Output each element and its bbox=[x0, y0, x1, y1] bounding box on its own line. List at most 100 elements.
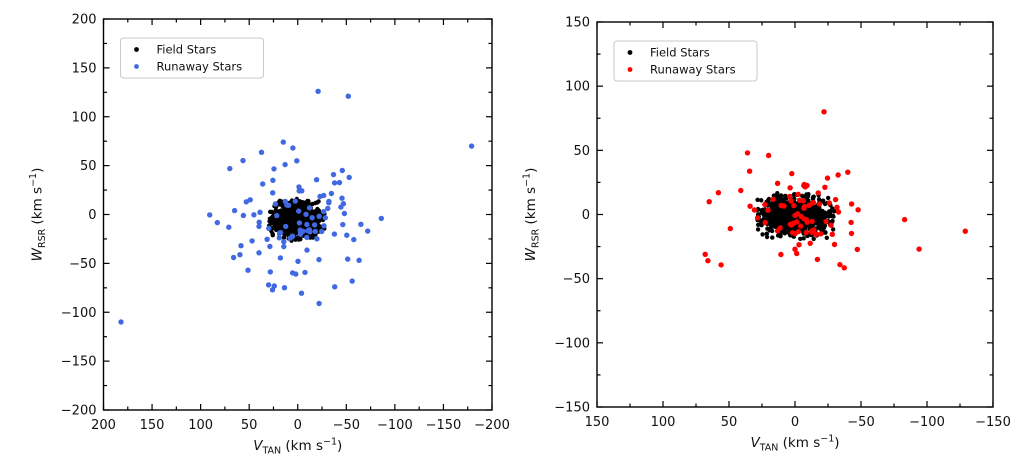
data-point bbox=[783, 221, 788, 227]
data-point bbox=[831, 227, 836, 232]
data-point bbox=[277, 255, 284, 261]
data-point bbox=[848, 230, 855, 237]
data-point bbox=[759, 208, 764, 213]
data-point bbox=[759, 198, 764, 203]
legend: Field Stars Runaway Stars bbox=[613, 40, 758, 82]
data-point bbox=[787, 185, 793, 191]
data-point bbox=[296, 184, 302, 190]
data-point bbox=[820, 223, 825, 229]
data-point bbox=[304, 221, 310, 228]
data-point bbox=[826, 195, 831, 201]
data-point bbox=[855, 207, 861, 213]
data-point bbox=[256, 223, 262, 230]
data-point bbox=[286, 218, 291, 223]
data-point bbox=[301, 200, 306, 205]
data-point bbox=[256, 250, 262, 256]
data-point bbox=[802, 225, 807, 231]
data-point bbox=[805, 194, 811, 199]
data-point bbox=[238, 243, 244, 249]
data-point bbox=[783, 195, 789, 200]
legend-box bbox=[120, 37, 264, 79]
data-point bbox=[321, 223, 327, 229]
data-point bbox=[755, 227, 761, 232]
data-point bbox=[815, 190, 821, 196]
data-point bbox=[824, 235, 829, 240]
x-tick-label: −200 bbox=[474, 418, 510, 433]
left-scatter-svg: 200 150 100 50 0 −50 −100 −150 −200200150100500−… bbox=[28, 13, 510, 455]
data-point bbox=[297, 202, 303, 207]
data-point bbox=[812, 210, 817, 215]
data-point bbox=[765, 226, 770, 231]
data-point bbox=[770, 206, 775, 211]
data-point bbox=[276, 235, 282, 241]
data-point bbox=[320, 208, 327, 215]
x-tick-label: 200 bbox=[91, 418, 116, 433]
plot-frame bbox=[596, 21, 994, 408]
data-point bbox=[766, 196, 772, 202]
data-point bbox=[788, 222, 794, 228]
data-point bbox=[265, 282, 272, 288]
data-point bbox=[774, 228, 781, 234]
legend-marker bbox=[627, 50, 633, 55]
data-point bbox=[340, 221, 346, 228]
y-tick-label: 100 bbox=[72, 110, 97, 125]
data-point bbox=[207, 212, 213, 218]
legend-box bbox=[613, 40, 758, 82]
data-point bbox=[770, 196, 776, 202]
x-tick-label: −100 bbox=[909, 415, 945, 430]
data-point bbox=[339, 167, 345, 174]
data-point bbox=[759, 223, 764, 228]
data-point bbox=[336, 179, 343, 186]
data-point bbox=[770, 235, 775, 240]
data-point bbox=[346, 174, 352, 181]
legend-marker bbox=[134, 47, 139, 52]
right-panel: 150 100 50 0 −50 −100 −150 150 100 50 0 −50 −100 −150… bbox=[512, 0, 1024, 455]
data-point bbox=[828, 222, 834, 228]
data-point bbox=[775, 191, 780, 196]
data-point bbox=[272, 201, 279, 207]
y-tick-label: −200 bbox=[61, 404, 97, 419]
y-tick-label: 150 bbox=[565, 16, 590, 31]
data-point bbox=[782, 209, 787, 215]
data-point bbox=[306, 198, 311, 204]
x-tick-label: 100 bbox=[188, 418, 213, 433]
data-point bbox=[780, 198, 785, 203]
data-point bbox=[249, 238, 255, 244]
data-point bbox=[762, 219, 768, 226]
data-point bbox=[765, 207, 771, 213]
y-tick-label: −150 bbox=[554, 401, 590, 416]
data-point bbox=[788, 198, 794, 204]
data-point bbox=[770, 217, 775, 222]
data-point bbox=[269, 221, 274, 226]
data-point bbox=[316, 300, 322, 307]
data-point bbox=[278, 208, 284, 213]
data-point bbox=[296, 208, 302, 214]
x-tick-label: −50 bbox=[333, 418, 360, 433]
data-point bbox=[832, 209, 837, 214]
data-point bbox=[816, 197, 822, 202]
data-point bbox=[727, 225, 733, 232]
data-point bbox=[214, 219, 220, 226]
data-point bbox=[705, 258, 711, 264]
data-point bbox=[330, 171, 337, 178]
y-tick-label: 150 bbox=[72, 61, 97, 76]
data-point bbox=[281, 239, 287, 245]
data-point bbox=[316, 199, 321, 204]
data-point bbox=[325, 205, 331, 212]
data-point bbox=[751, 207, 758, 213]
data-point bbox=[314, 236, 320, 242]
data-point bbox=[762, 201, 768, 208]
data-point bbox=[281, 243, 287, 250]
x-tick-label: −100 bbox=[377, 418, 413, 433]
data-point bbox=[795, 191, 801, 197]
data-point bbox=[378, 215, 384, 222]
x-tick-label: 0 bbox=[791, 415, 799, 430]
legend-label: Runaway Stars bbox=[650, 63, 736, 77]
data-point bbox=[273, 217, 278, 222]
data-point bbox=[311, 222, 318, 228]
y-axis-label: WRSR (km s−1) bbox=[522, 168, 542, 262]
data-point bbox=[814, 215, 820, 220]
data-point bbox=[287, 235, 293, 241]
data-point bbox=[315, 88, 321, 95]
data-point bbox=[341, 210, 348, 217]
